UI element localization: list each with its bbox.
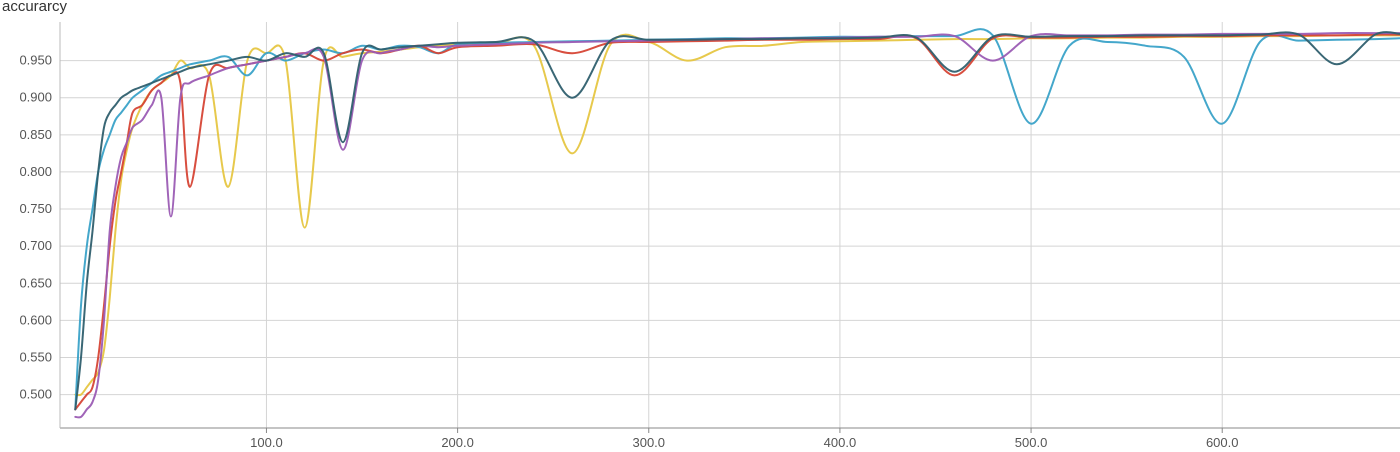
x-tick-labels: 100.0 200.0 300.0 400.0 500.0 600.0 <box>250 435 1238 450</box>
y-tick-label: 0.700 <box>19 238 52 253</box>
chart-title: accurarcy <box>2 0 68 15</box>
x-tick-label: 600.0 <box>1206 435 1239 450</box>
series-line-4 <box>74 32 1400 419</box>
y-tick-label: 0.900 <box>19 90 52 105</box>
series-line-5 <box>74 31 1400 411</box>
x-tick-label: 300.0 <box>632 435 665 450</box>
y-tick-label: 0.600 <box>19 312 52 327</box>
series-lines <box>74 28 1400 419</box>
series-line-2 <box>74 28 1400 411</box>
y-tick-label: 0.500 <box>19 387 52 402</box>
x-tick-label: 500.0 <box>1015 435 1048 450</box>
axes <box>59 22 1400 433</box>
x-tick-label: 400.0 <box>824 435 857 450</box>
y-tick-label: 0.850 <box>19 127 52 142</box>
y-tick-label: 0.750 <box>19 201 52 216</box>
y-tick-label: 0.650 <box>19 275 52 290</box>
y-tick-labels: 0.500 0.550 0.600 0.650 0.700 0.750 0.800 0.850… <box>19 53 52 402</box>
y-tick-label: 0.950 <box>19 53 52 68</box>
x-tick-label: 200.0 <box>441 435 474 450</box>
y-tick-label: 0.800 <box>19 164 52 179</box>
y-tick-label: 0.550 <box>19 349 52 364</box>
gridlines <box>60 22 1400 428</box>
series-line-1 <box>74 33 1400 397</box>
x-tick-label: 100.0 <box>250 435 283 450</box>
